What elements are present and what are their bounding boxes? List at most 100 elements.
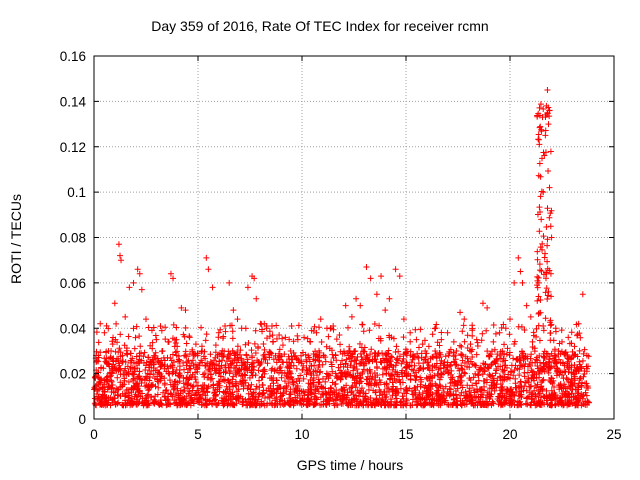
data-point <box>323 325 330 332</box>
data-point <box>273 394 280 401</box>
data-point <box>462 353 469 360</box>
data-point <box>429 363 436 370</box>
data-point <box>506 352 513 359</box>
data-point <box>211 390 218 397</box>
data-point <box>432 347 439 354</box>
data-point <box>540 376 547 383</box>
data-point <box>434 339 441 346</box>
data-point <box>336 332 343 339</box>
data-point <box>199 381 206 388</box>
data-point <box>252 327 259 334</box>
data-point <box>219 335 226 342</box>
data-point <box>114 386 121 393</box>
data-point <box>221 352 228 359</box>
data-point <box>316 369 323 376</box>
data-point <box>191 391 198 398</box>
data-point <box>544 258 551 265</box>
data-point <box>294 387 301 394</box>
data-point <box>382 351 389 358</box>
data-point <box>134 401 141 408</box>
data-point <box>503 351 510 358</box>
data-point <box>358 385 365 392</box>
data-point <box>575 380 582 387</box>
data-point <box>546 107 553 114</box>
data-point <box>289 397 296 404</box>
data-point <box>494 356 501 363</box>
data-point <box>408 366 415 373</box>
data-point <box>277 393 284 400</box>
data-point <box>459 328 466 335</box>
data-point <box>303 358 310 365</box>
data-point <box>223 393 230 400</box>
data-point <box>120 402 127 409</box>
data-point <box>350 367 357 374</box>
data-point <box>239 395 246 402</box>
data-point <box>563 375 570 382</box>
data-point <box>308 371 315 378</box>
data-point <box>527 313 534 320</box>
data-point <box>383 381 390 388</box>
data-point <box>320 398 327 405</box>
data-point <box>472 402 479 409</box>
data-point <box>342 302 349 309</box>
data-point <box>245 340 252 347</box>
data-point <box>539 377 546 384</box>
data-point <box>97 349 104 356</box>
data-point <box>101 329 108 336</box>
data-point <box>176 363 183 370</box>
data-point <box>301 396 308 403</box>
data-point <box>326 400 333 407</box>
data-point <box>436 382 443 389</box>
data-point <box>489 400 496 407</box>
data-point <box>403 352 410 359</box>
data-point <box>583 392 590 399</box>
data-point <box>418 376 425 383</box>
data-point <box>536 367 543 374</box>
data-point <box>461 369 468 376</box>
data-point <box>500 321 507 328</box>
data-point <box>335 391 342 398</box>
data-point <box>353 375 360 382</box>
data-point <box>138 376 145 383</box>
data-point <box>552 360 559 367</box>
data-point <box>108 363 115 370</box>
data-point <box>184 401 191 408</box>
data-point <box>484 304 491 311</box>
data-point <box>534 256 541 263</box>
data-point <box>572 366 579 373</box>
data-point <box>576 347 583 354</box>
data-point <box>576 375 583 382</box>
data-point <box>212 342 219 349</box>
data-point <box>216 362 223 369</box>
data-point <box>244 367 251 374</box>
data-point <box>580 373 587 380</box>
data-point <box>292 394 299 401</box>
data-point <box>444 366 451 373</box>
data-point <box>528 351 535 358</box>
data-point <box>562 383 569 390</box>
data-point <box>419 341 426 348</box>
data-point <box>304 402 311 409</box>
data-point <box>226 379 233 386</box>
data-point <box>356 400 363 407</box>
data-point <box>298 401 305 408</box>
data-point <box>540 366 547 373</box>
data-point <box>214 352 221 359</box>
data-point <box>285 353 292 360</box>
x-tick-label: 25 <box>606 427 621 442</box>
data-point <box>547 330 554 337</box>
data-point <box>295 322 302 329</box>
data-point <box>267 382 274 389</box>
data-point <box>111 300 118 307</box>
data-point <box>540 189 547 196</box>
data-point <box>508 368 515 375</box>
data-point <box>403 397 410 404</box>
data-point <box>466 347 473 354</box>
data-point <box>364 376 371 383</box>
data-point <box>187 362 194 369</box>
data-point <box>430 354 437 361</box>
data-point <box>325 388 332 395</box>
data-point <box>134 359 141 366</box>
data-point <box>329 368 336 375</box>
data-point <box>534 113 541 120</box>
